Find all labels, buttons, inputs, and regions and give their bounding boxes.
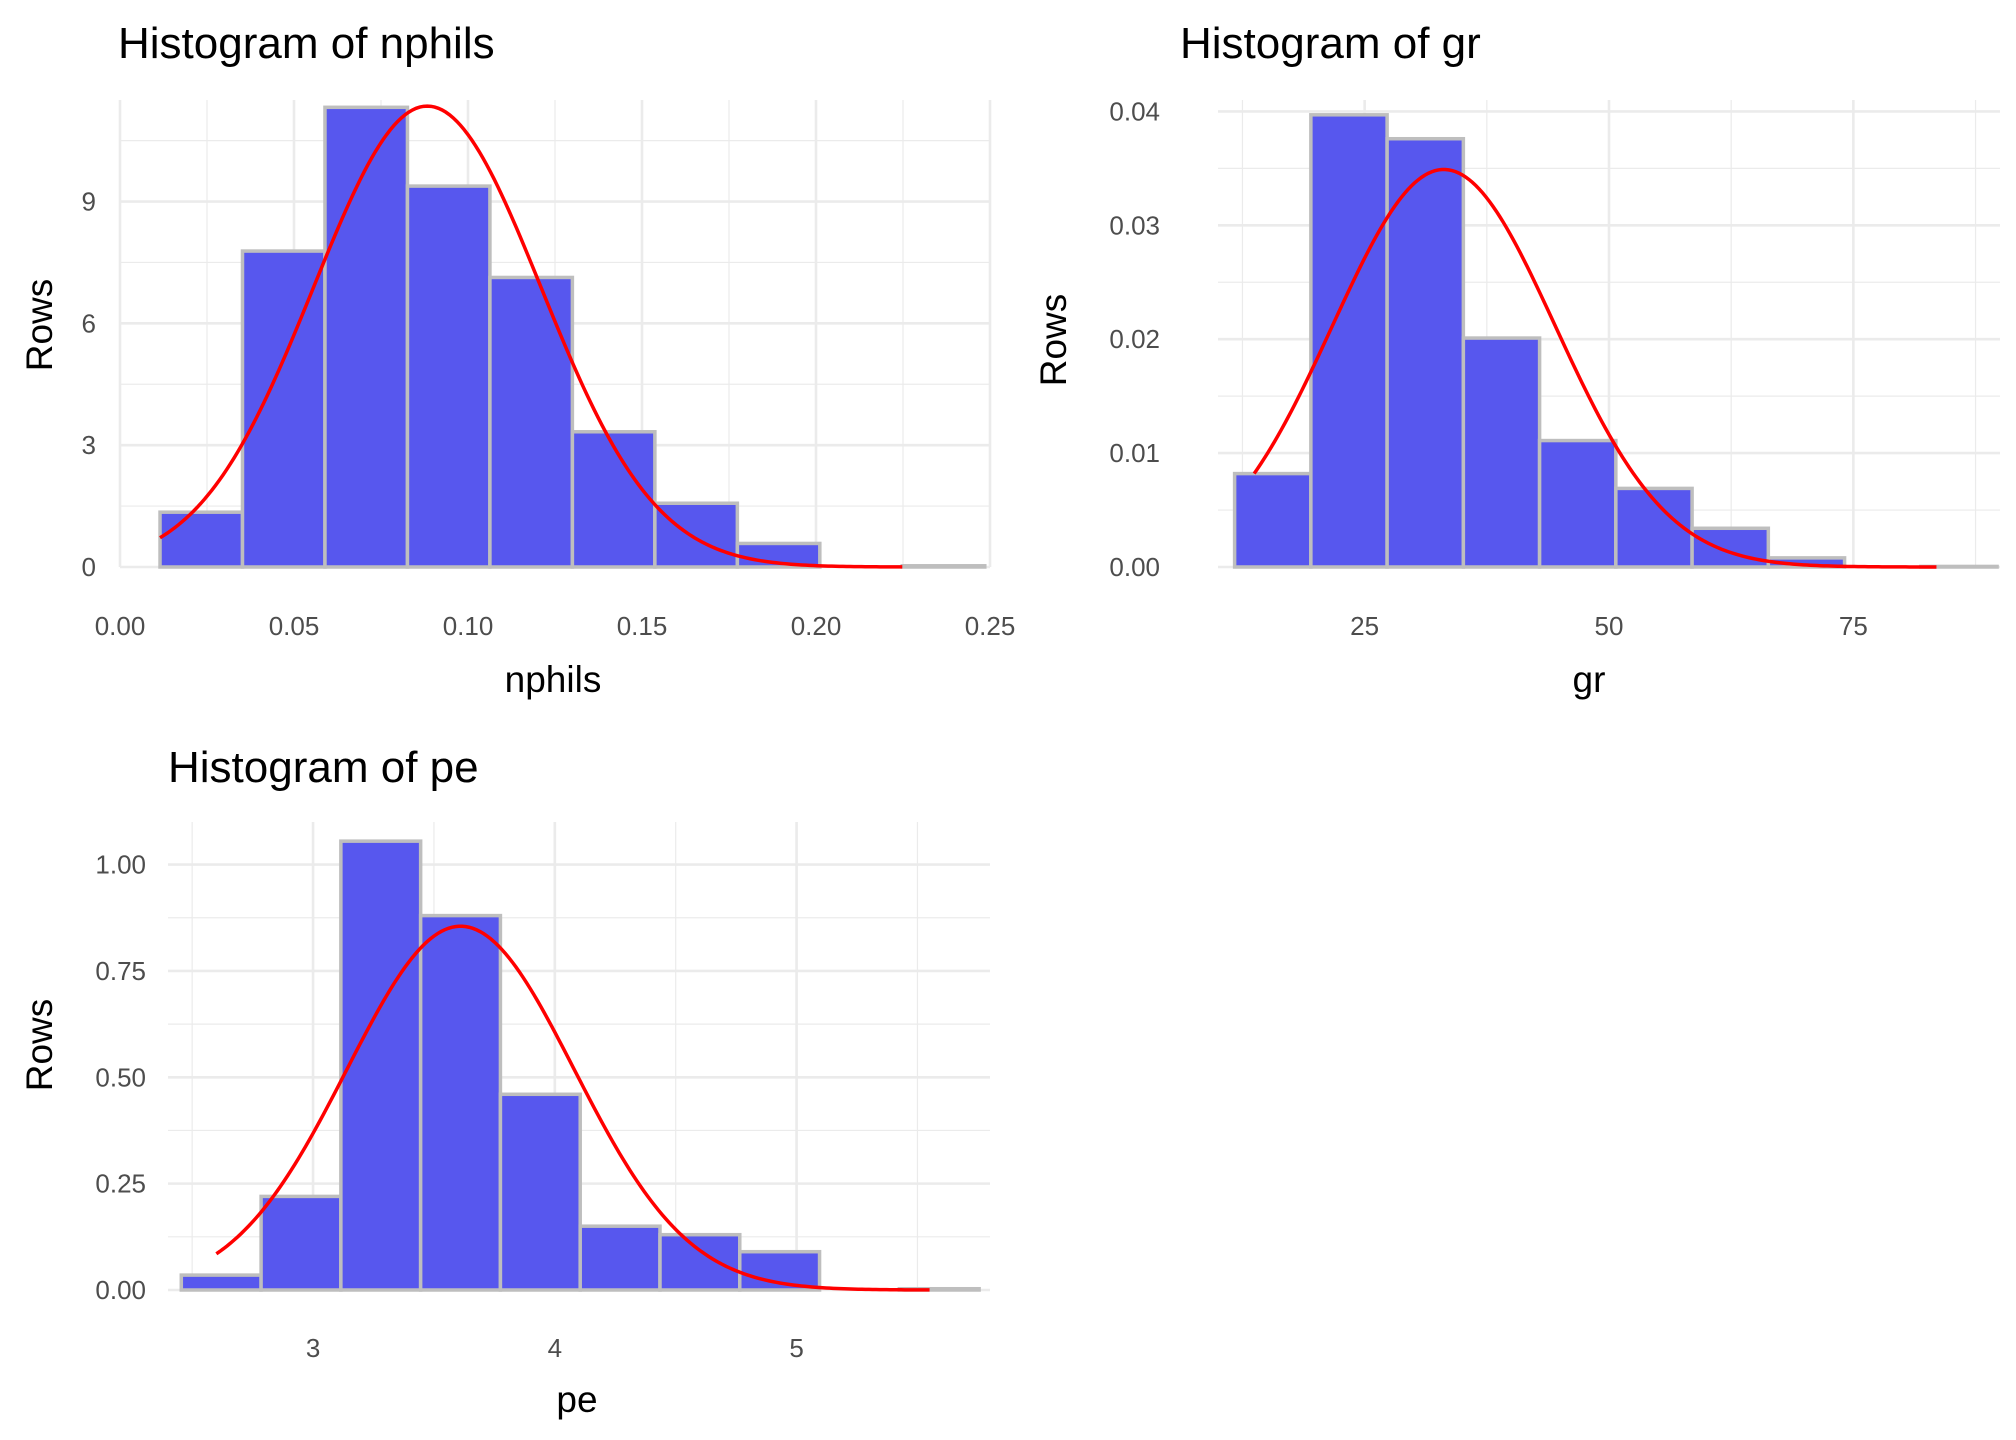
nphils-histogram-bar bbox=[488, 275, 575, 569]
nphils-histogram-bar bbox=[405, 184, 492, 569]
nphils-x-tick-label: 0.20 bbox=[791, 611, 842, 641]
pe-normal-curve bbox=[215, 924, 930, 1292]
nphils-bars bbox=[158, 105, 987, 569]
pe-x-tick-label: 3 bbox=[306, 1333, 320, 1363]
pe-histogram-bar bbox=[498, 1092, 582, 1292]
gr-x-tick-label: 50 bbox=[1595, 611, 1624, 641]
gr-histogram-bar bbox=[1232, 471, 1313, 569]
nphils-normal-curve bbox=[159, 104, 903, 569]
gr-y-tick-label: 0.00 bbox=[1109, 552, 1160, 582]
nphils-y-tick-label: 3 bbox=[82, 430, 96, 460]
pe-bars bbox=[179, 839, 981, 1292]
pe-y-tick-label: 0.75 bbox=[95, 956, 146, 986]
nphils-y-axis-label: Rows bbox=[19, 279, 60, 372]
pe-y-tick-label: 1.00 bbox=[95, 850, 146, 880]
pe-y-axis-label: Rows bbox=[19, 999, 60, 1092]
gr-histogram-bar bbox=[1385, 136, 1466, 569]
gr-y-tick-label: 0.01 bbox=[1109, 438, 1160, 468]
gr-histogram-bar bbox=[1309, 113, 1389, 569]
pe-y-tick-label: 0.25 bbox=[95, 1169, 146, 1199]
nphils-y-tick-label: 0 bbox=[82, 552, 96, 582]
pe-histogram-panel: 0.00 0.25 0.50 0.75 1.00 3 4 5 Histogram of pe pe… bbox=[19, 743, 990, 1420]
nphils-histogram-bar bbox=[323, 105, 410, 569]
pe-histogram-bar bbox=[578, 1224, 662, 1292]
nphils-histogram-bar bbox=[900, 564, 987, 569]
nphils-histogram-bar bbox=[240, 249, 327, 569]
gr-y-tick-label: 0.02 bbox=[1109, 324, 1160, 354]
gr-histogram-panel: 0.00 0.01 0.02 0.03 0.04 25 50 75 Histogram of g… bbox=[1033, 19, 2000, 700]
nphils-histogram-bar bbox=[158, 510, 245, 569]
pe-x-tick-label: 4 bbox=[548, 1333, 562, 1363]
nphils-histogram-bar bbox=[653, 501, 740, 569]
gr-chart-title: Histogram of gr bbox=[1180, 19, 1481, 68]
pe-x-axis-label: pe bbox=[556, 1379, 597, 1420]
nphils-x-tick-label: 0.10 bbox=[443, 611, 494, 641]
pe-y-tick-label: 0.00 bbox=[95, 1275, 146, 1305]
pe-histogram-bar bbox=[179, 1273, 263, 1292]
nphils-chart-title: Histogram of nphils bbox=[118, 19, 495, 68]
gr-normal-curve bbox=[1252, 167, 1937, 569]
nphils-histogram-bar bbox=[570, 430, 657, 569]
pe-histogram-bar bbox=[259, 1194, 343, 1292]
gr-y-tick-label: 0.03 bbox=[1109, 210, 1160, 240]
nphils-histogram-panel: 0 3 6 9 0.00 0.05 0.10 0.15 0.20 0.25 Histogram of… bbox=[19, 19, 1015, 700]
pe-histogram-bar bbox=[339, 839, 423, 1292]
gr-y-tick-label: 0.04 bbox=[1109, 96, 1160, 126]
pe-histogram-bar bbox=[418, 913, 503, 1292]
nphils-y-tick-label: 6 bbox=[82, 308, 96, 338]
gr-histogram-bar bbox=[1690, 526, 1771, 569]
gr-x-tick-label: 75 bbox=[1839, 611, 1868, 641]
nphils-x-tick-label: 0.05 bbox=[269, 611, 320, 641]
nphils-x-tick-label: 0.00 bbox=[95, 611, 146, 641]
gr-y-axis-label: Rows bbox=[1033, 294, 1074, 387]
gr-x-tick-label: 25 bbox=[1350, 611, 1379, 641]
pe-x-tick-label: 5 bbox=[789, 1333, 803, 1363]
nphils-x-tick-label: 0.15 bbox=[617, 611, 668, 641]
gr-histogram-bar bbox=[1537, 438, 1618, 569]
nphils-x-axis-label: nphils bbox=[505, 659, 602, 700]
gr-bars bbox=[1232, 113, 1999, 569]
gr-histogram-bar bbox=[1461, 336, 1542, 569]
nphils-x-tick-label: 0.25 bbox=[965, 611, 1016, 641]
pe-chart-title: Histogram of pe bbox=[168, 743, 479, 792]
pe-y-tick-label: 0.50 bbox=[95, 1062, 146, 1092]
gr-x-axis-label: gr bbox=[1573, 659, 1606, 700]
nphils-y-tick-label: 9 bbox=[82, 187, 96, 217]
pe-histogram-bar bbox=[658, 1232, 742, 1292]
